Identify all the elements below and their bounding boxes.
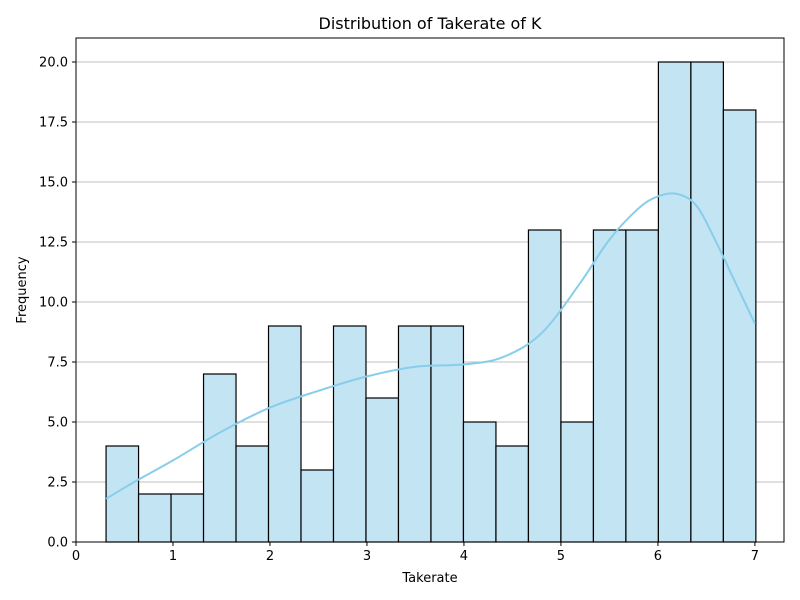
histogram-bar [722, 109, 757, 543]
x-axis-ticks: 0 1 2 3 4 5 6 7 [72, 542, 759, 564]
histogram-bar [235, 445, 270, 543]
y-tick-label: 15.0 [39, 176, 68, 191]
y-tick-label: 12.5 [39, 236, 68, 251]
histogram-bar [397, 325, 432, 543]
y-tick-label: 10.0 [39, 296, 68, 311]
y-tick-label: 17.5 [39, 116, 68, 131]
histogram-bar [625, 229, 660, 543]
x-tick-label: 0 [72, 549, 80, 564]
x-tick-label: 5 [557, 549, 565, 564]
histogram-bar [137, 493, 172, 543]
x-tick-label: 7 [751, 549, 759, 564]
y-axis-title: Frequency [15, 256, 30, 323]
histogram-bar [495, 445, 530, 543]
axes [75, 37, 785, 543]
histogram-bar [527, 229, 562, 543]
histogram-bar [592, 229, 627, 543]
histogram-bar [267, 325, 302, 543]
y-tick-label: 0.0 [47, 536, 68, 551]
histogram-bar [462, 421, 497, 543]
x-tick-label: 2 [266, 549, 274, 564]
y-tick-label: 20.0 [39, 56, 68, 71]
kde-curve [105, 192, 756, 500]
histogram-bar [300, 469, 335, 543]
y-tick-label: 2.5 [47, 476, 68, 491]
plot-frame [75, 37, 785, 543]
x-tick-label: 3 [363, 549, 371, 564]
histogram-bar [430, 325, 465, 543]
kde-line [105, 192, 756, 500]
histogram-bars [105, 61, 757, 543]
x-tick-label: 6 [654, 549, 662, 564]
y-axis-ticks: 0.0 2.5 5.0 7.5 10.0 12.5 15.0 17.5 20.0 [39, 56, 76, 551]
y-tick-label: 5.0 [47, 416, 68, 431]
histogram-bar [657, 61, 692, 543]
histogram-bar [202, 373, 237, 543]
histogram-bar [560, 421, 595, 543]
y-tick-label: 7.5 [47, 356, 68, 371]
histogram-bar [690, 61, 724, 543]
x-axis-title: Takerate [401, 571, 457, 586]
x-tick-label: 4 [460, 549, 468, 564]
histogram-bar [365, 397, 400, 543]
histogram-bar [332, 325, 367, 543]
histogram-bar [170, 493, 205, 543]
chart-title: Distribution of Takerate of K [319, 14, 543, 33]
x-tick-label: 1 [169, 549, 177, 564]
histogram-bar [105, 445, 140, 543]
